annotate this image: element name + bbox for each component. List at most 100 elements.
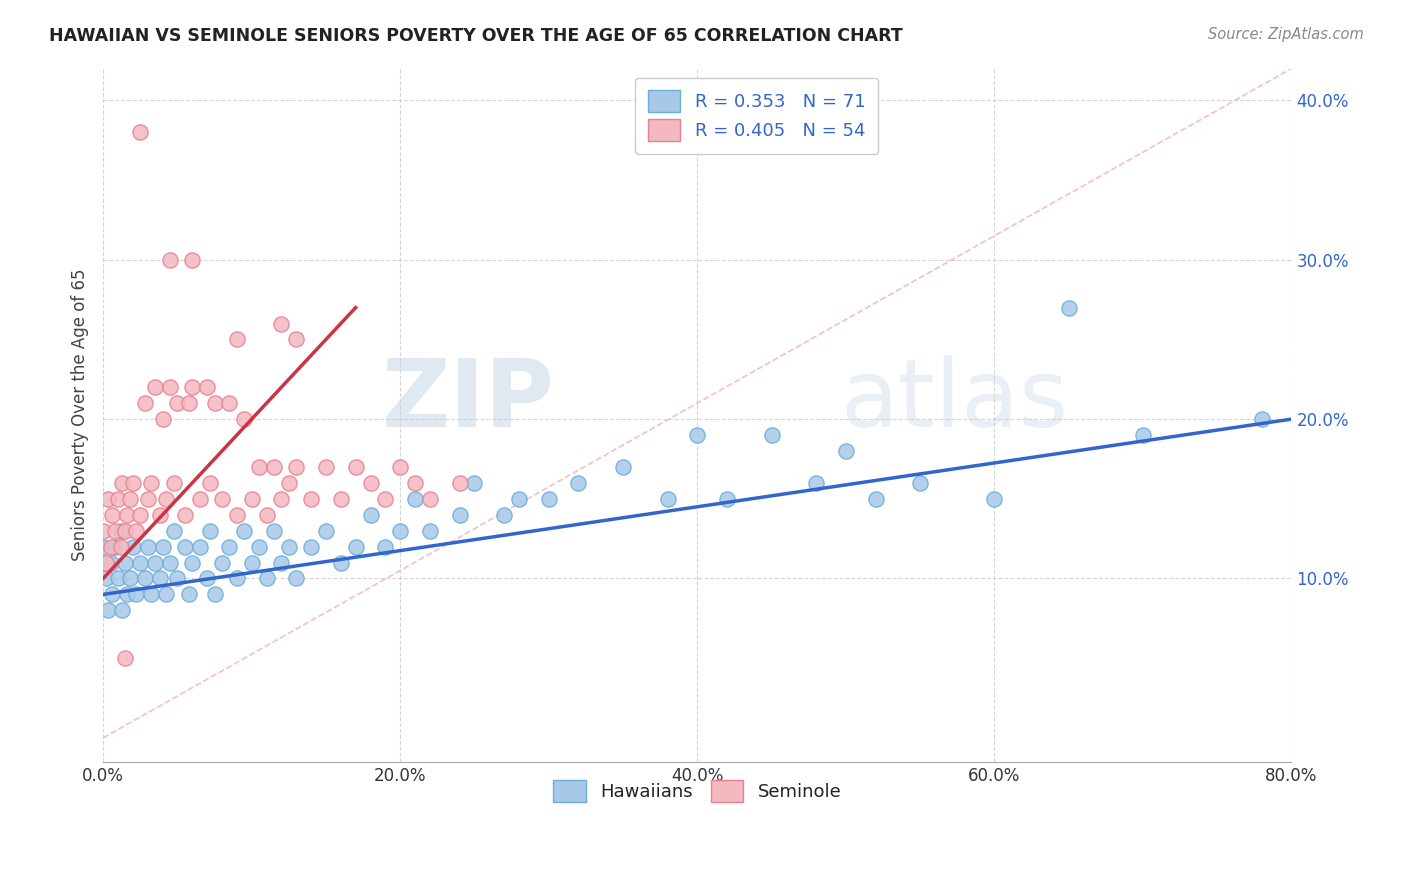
Point: [152, 412, 174, 426]
Point: [374, 491, 396, 506]
Point: [104, 524, 127, 538]
Point: [115, 508, 138, 522]
Point: [225, 333, 247, 347]
Point: [225, 508, 247, 522]
Point: [181, 252, 204, 267]
Point: [419, 491, 441, 506]
Point: [360, 508, 382, 522]
Point: [285, 333, 308, 347]
Legend: Hawaiians, Seminole: Hawaiians, Seminole: [540, 768, 853, 815]
Point: [107, 572, 129, 586]
Point: [173, 540, 195, 554]
Point: [1057, 301, 1080, 315]
Point: [218, 396, 240, 410]
Point: [299, 540, 322, 554]
Point: [247, 540, 270, 554]
Point: [983, 491, 1005, 506]
Point: [908, 475, 931, 490]
Point: [139, 475, 162, 490]
Point: [270, 317, 292, 331]
Point: [163, 524, 186, 538]
Point: [449, 508, 471, 522]
Point: [419, 524, 441, 538]
Point: [100, 556, 122, 570]
Point: [612, 459, 634, 474]
Point: [125, 587, 148, 601]
Point: [155, 491, 177, 506]
Point: [159, 380, 181, 394]
Point: [121, 475, 143, 490]
Point: [139, 587, 162, 601]
Point: [263, 524, 285, 538]
Point: [159, 252, 181, 267]
Point: [198, 475, 221, 490]
Point: [344, 540, 367, 554]
Point: [134, 396, 156, 410]
Point: [277, 540, 299, 554]
Point: [218, 540, 240, 554]
Point: [494, 508, 516, 522]
Point: [716, 491, 738, 506]
Point: [865, 491, 887, 506]
Point: [285, 572, 308, 586]
Point: [173, 508, 195, 522]
Point: [91, 540, 114, 554]
Point: [91, 524, 114, 538]
Point: [118, 572, 141, 586]
Text: HAWAIIAN VS SEMINOLE SENIORS POVERTY OVER THE AGE OF 65 CORRELATION CHART: HAWAIIAN VS SEMINOLE SENIORS POVERTY OVE…: [49, 27, 903, 45]
Point: [111, 603, 134, 617]
Point: [148, 572, 170, 586]
Point: [270, 556, 292, 570]
Point: [449, 475, 471, 490]
Point: [657, 491, 679, 506]
Point: [329, 491, 352, 506]
Point: [163, 475, 186, 490]
Text: atlas: atlas: [839, 355, 1069, 447]
Point: [270, 491, 292, 506]
Point: [389, 524, 412, 538]
Point: [111, 475, 134, 490]
Point: [277, 475, 299, 490]
Point: [1132, 428, 1154, 442]
Point: [136, 491, 159, 506]
Point: [159, 556, 181, 570]
Point: [835, 444, 858, 458]
Point: [508, 491, 530, 506]
Point: [94, 556, 117, 570]
Point: [315, 524, 337, 538]
Point: [152, 540, 174, 554]
Point: [179, 587, 201, 601]
Point: [100, 540, 122, 554]
Point: [181, 380, 204, 394]
Point: [97, 603, 120, 617]
Point: [101, 508, 124, 522]
Point: [389, 459, 412, 474]
Point: [1250, 412, 1272, 426]
Y-axis label: Seniors Poverty Over the Age of 65: Seniors Poverty Over the Age of 65: [72, 268, 89, 561]
Point: [315, 459, 337, 474]
Point: [118, 491, 141, 506]
Point: [125, 524, 148, 538]
Point: [166, 572, 188, 586]
Point: [179, 396, 201, 410]
Point: [204, 587, 226, 601]
Point: [121, 540, 143, 554]
Point: [761, 428, 783, 442]
Point: [134, 572, 156, 586]
Text: ZIP: ZIP: [382, 355, 555, 447]
Point: [114, 524, 136, 538]
Point: [240, 491, 263, 506]
Point: [256, 572, 278, 586]
Point: [148, 508, 170, 522]
Point: [181, 556, 204, 570]
Point: [537, 491, 560, 506]
Point: [97, 491, 120, 506]
Point: [233, 524, 256, 538]
Point: [104, 540, 127, 554]
Point: [225, 572, 247, 586]
Point: [110, 524, 132, 538]
Point: [285, 459, 308, 474]
Point: [188, 491, 211, 506]
Point: [567, 475, 589, 490]
Point: [129, 556, 152, 570]
